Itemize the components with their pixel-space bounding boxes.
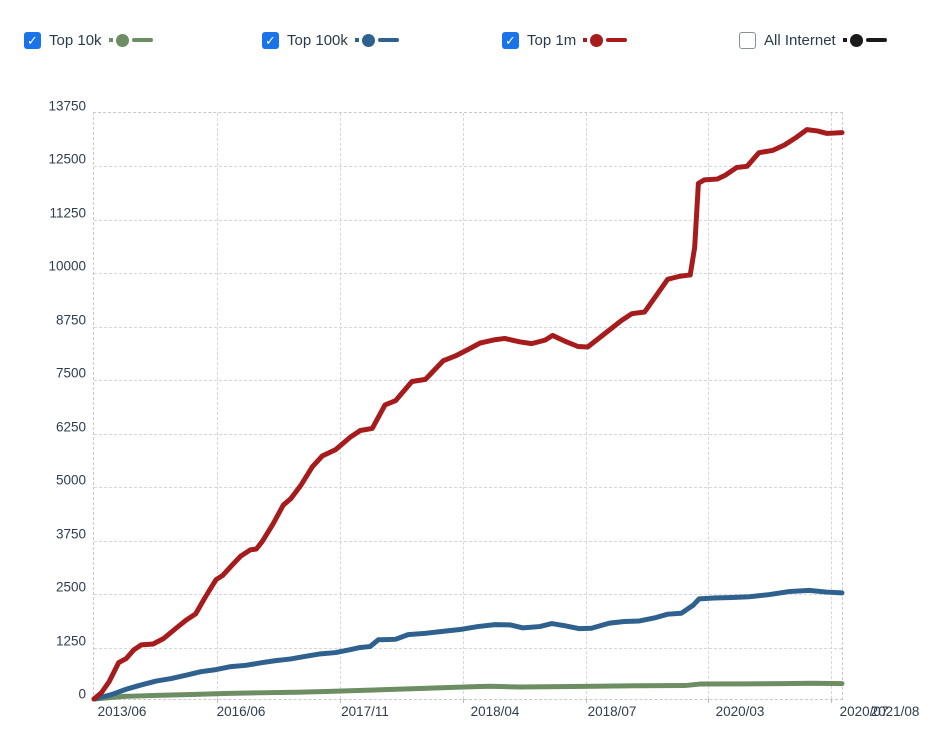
legend-label: Top 100k xyxy=(287,31,348,49)
x-tick-label: 2020/03 xyxy=(715,704,765,719)
legend-label: Top 10k xyxy=(49,31,102,49)
y-tick-label: 5000 xyxy=(55,472,86,488)
line-point-marker-icon xyxy=(583,33,628,47)
chart-lines-svg xyxy=(91,127,845,702)
y-tick-label: 8750 xyxy=(55,312,86,328)
line-point-marker-icon xyxy=(354,33,399,47)
legend-label: All Internet xyxy=(764,31,836,49)
line-point-marker-icon xyxy=(842,33,887,47)
top-10k-checkbox[interactable]: ✓ xyxy=(24,31,41,49)
legend-item-top-10k[interactable]: ✓ Top 10k xyxy=(24,30,153,50)
y-tick-label: 13750 xyxy=(48,98,86,114)
y-tick-label: 2500 xyxy=(55,579,86,595)
y-axis-labels: 0 1250 2500 3750 5000 6250 7500 8750 10000 11250 1… xyxy=(0,99,86,702)
line-point-marker-icon xyxy=(108,33,153,47)
y-tick-label: 11250 xyxy=(49,205,86,221)
x-tick-label: 2013/06 xyxy=(97,704,147,719)
y-tick-label: 12500 xyxy=(48,151,86,167)
y-tick-label: 6250 xyxy=(55,419,86,435)
legend-item-top-1m[interactable]: ✓ Top 1m xyxy=(502,30,628,50)
top-1m-checkbox[interactable]: ✓ xyxy=(502,31,519,49)
x-tick-label: 2016/06 xyxy=(216,704,266,719)
x-tick-label: 2021/08 xyxy=(870,704,920,719)
y-tick-label: 10000 xyxy=(48,258,86,274)
legend-item-all-internet[interactable]: All Internet xyxy=(739,30,887,50)
x-tick-label: 2020/07 xyxy=(839,704,889,719)
y-tick-label: 0 xyxy=(78,686,86,702)
series-line-top-10k xyxy=(91,680,845,702)
top-100k-checkbox[interactable]: ✓ xyxy=(262,31,279,49)
y-tick-label: 1250 xyxy=(55,633,86,649)
legend-item-top-100k[interactable]: ✓ Top 100k xyxy=(262,30,399,50)
all-internet-checkbox[interactable] xyxy=(739,31,756,49)
x-tick-label: 2018/07 xyxy=(587,704,637,719)
series-line-top-1m xyxy=(91,127,845,702)
x-axis-labels: 2013/06 2016/06 2017/11 2018/04 2018/07 2020/… xyxy=(0,704,938,724)
x-tick-label: 2017/11 xyxy=(341,704,389,719)
x-tick-label: 2018/04 xyxy=(470,704,520,719)
y-tick-label: 3750 xyxy=(55,526,86,542)
legend-label: Top 1m xyxy=(527,31,577,49)
plot-area xyxy=(91,112,845,703)
y-tick-label: 7500 xyxy=(55,365,86,381)
series-line-top-100k xyxy=(91,587,845,702)
